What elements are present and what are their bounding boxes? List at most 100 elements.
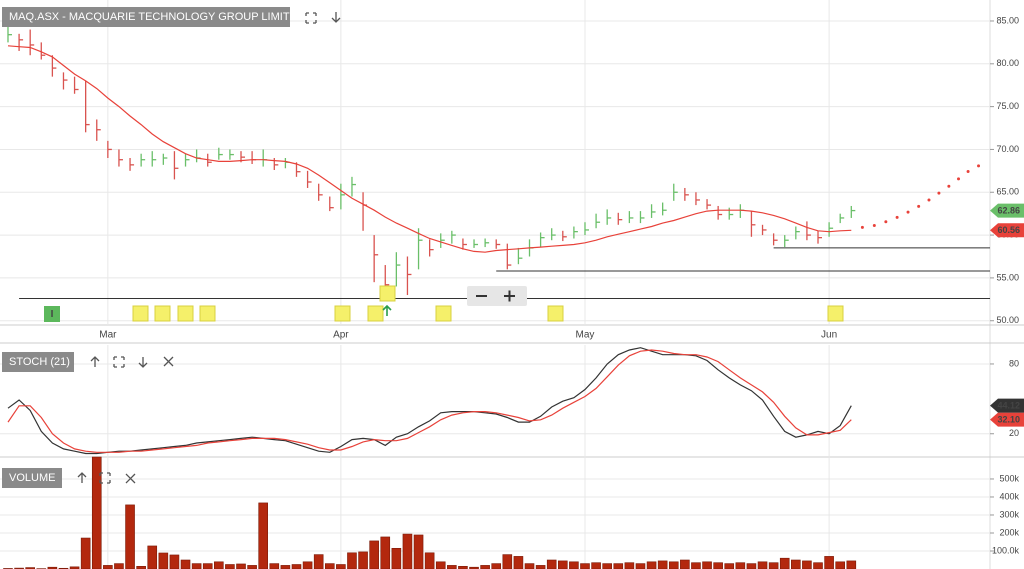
- stoch-title: STOCH (21): [9, 356, 70, 368]
- volume-bar: [336, 564, 346, 569]
- volume-bar: [546, 559, 557, 569]
- volume-bar: [369, 540, 379, 569]
- x-tick-label: Mar: [99, 330, 117, 341]
- volume-bar: [735, 562, 746, 569]
- volume-bar: [580, 563, 590, 569]
- volume-bar: [813, 562, 823, 569]
- moving-average: [7, 45, 852, 253]
- volume-bar: [447, 565, 457, 569]
- volume-bar: [802, 560, 812, 569]
- buy-arrow: [382, 304, 392, 316]
- volume-bar: [114, 563, 124, 569]
- last-value-label: 62.86: [997, 205, 1020, 215]
- volume-bar: [569, 561, 579, 569]
- volume-bar: [713, 562, 723, 569]
- y-tick-label: 65.00: [996, 187, 1019, 197]
- y-tick-label: 55.00: [996, 272, 1019, 282]
- stoch-line: [7, 347, 852, 455]
- y-tick-label: 100.0k: [992, 545, 1020, 555]
- volume-bar: [324, 563, 335, 569]
- panel-headers: MAQ.ASX - MACQUARIE TECHNOLOGY GROUP LIM…: [2, 7, 305, 488]
- volume-bar: [291, 564, 302, 569]
- pencil-icons[interactable]: [132, 285, 844, 322]
- volume-bar: [236, 563, 246, 569]
- volume-bar: [424, 552, 435, 569]
- y-tick-label: 85.00: [996, 15, 1019, 25]
- volume-bar: [402, 533, 413, 569]
- volume-bar: [535, 565, 546, 569]
- volume-bar: [746, 563, 757, 569]
- volume-bar: [768, 562, 779, 569]
- volume-bar: [269, 563, 280, 569]
- volume-bar: [724, 563, 735, 569]
- volume-bar: [502, 554, 513, 569]
- volume-bar: [158, 552, 169, 569]
- volume-bar: [846, 560, 857, 569]
- volume-bar: [80, 537, 91, 569]
- volume-bar: [214, 561, 224, 569]
- x-tick-label: May: [576, 330, 595, 341]
- toolbar-icons[interactable]: [77, 12, 341, 484]
- volume-bar: [103, 565, 113, 569]
- volume-bar: [258, 502, 269, 569]
- volume-bar: [247, 565, 257, 569]
- volume-bar: [347, 552, 357, 569]
- volume-bar: [635, 563, 646, 569]
- y-tick-label: 500k: [999, 473, 1019, 483]
- annotation-icons: [132, 285, 844, 322]
- volume-bar: [25, 567, 35, 569]
- last-value-label: 60.56: [997, 225, 1020, 235]
- y-tick-label: 80: [1009, 358, 1019, 368]
- volume-bar: [391, 547, 402, 569]
- y-tick-label: 400k: [999, 491, 1019, 501]
- volume-bar: [280, 565, 291, 569]
- event-marker: [44, 306, 60, 322]
- chart-title: MAQ.ASX - MACQUARIE TECHNOLOGY GROUP LIM…: [9, 11, 305, 23]
- volume-bar: [202, 563, 213, 569]
- volume-bar: [313, 554, 324, 569]
- volume-bar: [613, 563, 624, 569]
- volume-bar: [779, 557, 790, 569]
- volume-bar: [69, 566, 80, 569]
- volume-bar: [413, 534, 424, 569]
- y-tick-label: 20: [1009, 428, 1019, 438]
- x-tick-label: Apr: [333, 330, 349, 341]
- volume-bar: [191, 563, 202, 569]
- last-value-tag: [990, 223, 1024, 238]
- volume-bar: [302, 561, 313, 569]
- x-tick-label: Jun: [821, 330, 837, 341]
- volume-bar: [835, 561, 846, 569]
- zoom-controls[interactable]: [467, 286, 527, 306]
- stoch-line: [7, 349, 852, 453]
- last-value-tag: [990, 412, 1024, 427]
- event-marker-label: I: [51, 309, 54, 320]
- last-value-tag: [990, 203, 1024, 218]
- volume-bar: [657, 560, 668, 569]
- volume-bar: [435, 561, 446, 569]
- volume-bar: [757, 561, 768, 569]
- last-value-tag: [990, 398, 1024, 413]
- volume-bar: [524, 563, 535, 569]
- y-tick-label: 200k: [999, 527, 1019, 537]
- volume-bar: [480, 565, 490, 569]
- volume-bar: [380, 536, 391, 569]
- volume-bar: [824, 556, 834, 569]
- last-value-label: 32.10: [997, 415, 1020, 425]
- volume-bar: [513, 556, 524, 569]
- y-tick-label: 75.00: [996, 101, 1019, 111]
- volume-bar: [557, 560, 568, 569]
- volume-bar: [169, 554, 180, 569]
- y-tick-label: 80.00: [996, 58, 1019, 68]
- volume-bar: [225, 564, 235, 569]
- volume-bar: [791, 559, 801, 569]
- y-tick-label: 300k: [999, 509, 1019, 519]
- volume-bar: [646, 561, 657, 569]
- volume-bar: [602, 563, 612, 569]
- stoch-badge: [2, 352, 74, 372]
- volume-bar: [591, 562, 601, 569]
- y-tick-label: 50.00: [996, 315, 1019, 325]
- volume-title: VOLUME: [9, 472, 55, 484]
- volume-bar: [702, 561, 712, 569]
